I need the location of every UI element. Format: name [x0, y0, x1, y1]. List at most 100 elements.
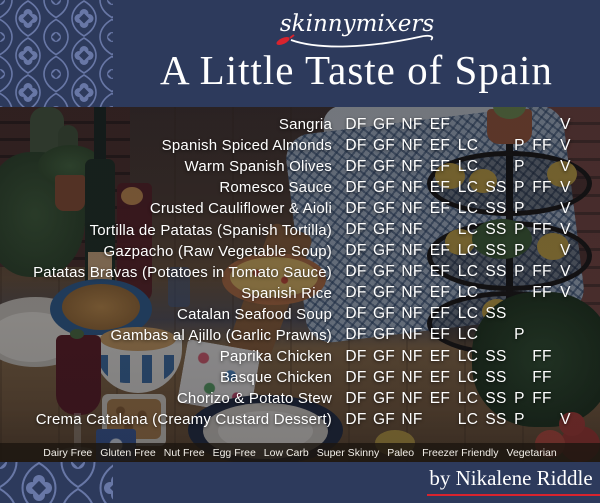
- diet-code-nf: NF: [401, 305, 423, 323]
- footer: by Nikalene Riddle: [0, 462, 600, 503]
- chilli-icon: [276, 37, 290, 45]
- menu-row: Spanish Spiced Almonds DF GF NF EF LC P FF V: [0, 135, 600, 156]
- diet-code-nf: NF: [401, 221, 423, 239]
- diet-code-v: V: [560, 157, 571, 175]
- menu-row: Tortilla de Patatas (Spanish Tortilla) DF…: [0, 219, 600, 240]
- diet-codes: DF GF NF LC SS P FF V: [342, 221, 576, 239]
- diet-code-v: V: [560, 115, 571, 133]
- diet-code-p: P: [514, 221, 525, 239]
- dish-name: Spanish Spiced Almonds: [161, 137, 332, 155]
- diet-code-ff: FF: [532, 178, 552, 196]
- diet-codes: DF GF NF EF LC P V: [342, 158, 576, 176]
- dish-name: Crema Catalana (Creamy Custard Dessert): [35, 411, 332, 429]
- diet-code-ff: FF: [532, 368, 552, 386]
- menu-row: Sangria DF GF NF EF V: [0, 114, 600, 135]
- author-byline: by Nikalene Riddle: [429, 466, 593, 490]
- brand-logo: skinnymixers: [113, 4, 600, 52]
- diet-code-nf: NF: [401, 389, 423, 407]
- diet-code-ef: EF: [429, 389, 451, 407]
- dish-name: Basque Chicken: [219, 369, 332, 387]
- diet-code-ef: EF: [429, 115, 451, 133]
- diet-code-df: DF: [345, 115, 367, 133]
- diet-codes: DF GF NF EF LC SS P FF: [342, 390, 576, 408]
- legend-item: Freezer Friendly: [422, 446, 499, 459]
- diet-code-gf: GF: [372, 242, 396, 260]
- diet-code-nf: NF: [401, 263, 423, 281]
- diet-code-ef: EF: [429, 347, 451, 365]
- diet-code-lc: LC: [457, 389, 479, 407]
- diet-code-v: V: [560, 284, 571, 302]
- diet-code-df: DF: [345, 368, 367, 386]
- diet-code-nf: NF: [401, 368, 423, 386]
- diet-code-lc: LC: [457, 368, 479, 386]
- diet-code-ef: EF: [429, 263, 451, 281]
- damask-pattern-header: [0, 0, 113, 107]
- diet-code-ss: SS: [485, 263, 507, 281]
- diet-code-ef: EF: [429, 242, 451, 260]
- diet-code-gf: GF: [372, 199, 396, 217]
- diet-code-df: DF: [345, 326, 367, 344]
- logo-swash: [290, 34, 434, 48]
- diet-codes: DF GF NF EF LC SS FF: [342, 369, 576, 387]
- damask-pattern-footer: [0, 462, 113, 503]
- menu-row: Crema Catalana (Creamy Custard Dessert) D…: [0, 409, 600, 430]
- diet-code-ss: SS: [485, 305, 507, 323]
- diet-code-empty: [510, 116, 529, 134]
- diet-code-lc: LC: [457, 284, 479, 302]
- diet-code-empty: [529, 305, 555, 323]
- diet-code-ff: FF: [532, 221, 552, 239]
- diet-code-df: DF: [345, 157, 367, 175]
- diet-code-gf: GF: [372, 305, 396, 323]
- diet-codes: DF GF NF EF LC SS P FF V: [342, 179, 576, 197]
- diet-code-empty: [555, 305, 576, 323]
- menu-row: Catalan Seafood Soup DF GF NF EF LC SS: [0, 304, 600, 325]
- diet-code-lc: LC: [457, 305, 479, 323]
- diet-code-empty: [529, 200, 555, 218]
- diet-codes: DF GF NF EF LC FF V: [342, 284, 576, 302]
- diet-code-ef: EF: [429, 305, 451, 323]
- menu-table: Sangria DF GF NF EF V Spanish Spiced Almonds DF…: [0, 114, 600, 430]
- diet-code-v: V: [560, 136, 571, 154]
- diet-code-empty: [555, 390, 576, 408]
- diet-code-nf: NF: [401, 284, 423, 302]
- diet-code-gf: GF: [372, 136, 396, 154]
- diet-code-lc: LC: [457, 242, 479, 260]
- diet-code-df: DF: [345, 284, 367, 302]
- dish-name: Sangria: [278, 116, 332, 134]
- diet-code-empty: [510, 305, 529, 323]
- menu-row: Spanish Rice DF GF NF EF LC FF V: [0, 283, 600, 304]
- diet-code-ef: EF: [429, 199, 451, 217]
- diet-code-p: P: [514, 263, 525, 281]
- diet-code-nf: NF: [401, 347, 423, 365]
- legend-bar: Dairy Free Gluten Free Nut Free Egg Free Low…: [0, 443, 600, 462]
- diet-code-lc: LC: [457, 347, 479, 365]
- diet-code-lc: LC: [457, 221, 479, 239]
- diet-code-ss: SS: [485, 221, 507, 239]
- diet-code-df: DF: [345, 263, 367, 281]
- diet-code-ff: FF: [532, 347, 552, 365]
- chilli-stem-icon: [289, 34, 295, 39]
- diet-code-nf: NF: [401, 178, 423, 196]
- diet-code-empty: [482, 158, 510, 176]
- diet-code-ss: SS: [485, 178, 507, 196]
- diet-code-df: DF: [345, 242, 367, 260]
- diet-code-p: P: [514, 389, 525, 407]
- legend-item: Nut Free: [163, 446, 205, 459]
- diet-code-gf: GF: [372, 178, 396, 196]
- diet-code-empty: [510, 284, 529, 302]
- diet-code-nf: NF: [401, 410, 423, 428]
- diet-code-ff: FF: [532, 263, 552, 281]
- diet-code-v: V: [560, 263, 571, 281]
- diet-code-ss: SS: [485, 347, 507, 365]
- diet-code-lc: LC: [457, 326, 479, 344]
- dish-name: Paprika Chicken: [219, 348, 332, 366]
- diet-code-lc: LC: [457, 410, 479, 428]
- diet-code-gf: GF: [372, 347, 396, 365]
- skinnymixers-logo: skinnymixers: [276, 11, 434, 48]
- menu-row: Patatas Bravas (Potatoes in Tomato Sauce…: [0, 262, 600, 283]
- legend-item: Vegetarian: [506, 446, 557, 459]
- diet-code-ff: FF: [532, 389, 552, 407]
- menu-row: Chorizo & Potato Stew DF GF NF EF LC SS P FF: [0, 388, 600, 409]
- dish-name: Crusted Cauliflower & Aioli: [149, 200, 332, 218]
- diet-codes: DF GF NF EF LC SS P V: [342, 200, 576, 218]
